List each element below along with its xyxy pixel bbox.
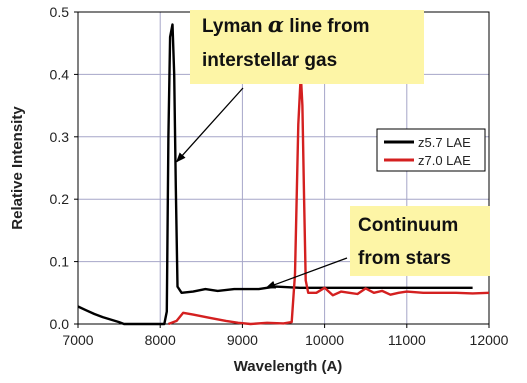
annotation-text-part: Lyman — [202, 16, 268, 37]
annotation-text-line: Continuum — [358, 215, 458, 236]
annotations: Lyman α line from interstellar gas Continu… — [175, 10, 490, 289]
x-tick-label: 11000 — [388, 332, 426, 348]
annotation-arrow — [175, 87, 244, 163]
annotation-lyman: Lyman α line from interstellar gas — [175, 10, 424, 163]
annotation-text-part: Continuum — [358, 215, 458, 236]
legend-box — [376, 128, 486, 172]
y-tick-label: 0.3 — [50, 129, 70, 145]
annotation-arrow — [265, 257, 348, 289]
y-axis-title: Relative Intensity — [9, 106, 26, 230]
annotation-text-part: from stars — [358, 248, 451, 269]
annotation-box — [350, 206, 490, 276]
y-tick-label: 0.5 — [50, 4, 70, 20]
y-tick-label: 0.4 — [50, 66, 70, 82]
x-tick-label: 12000 — [470, 332, 509, 348]
x-tick-label: 10000 — [305, 332, 344, 348]
annotation-text-part: interstellar gas — [202, 50, 337, 71]
y-tick-label: 0.1 — [50, 254, 70, 270]
series-lines — [77, 23, 490, 326]
x-tick-label: 8000 — [145, 332, 176, 348]
annotation-text-line: from stars — [358, 248, 451, 269]
x-axis-title: Wavelength (A) — [234, 358, 343, 375]
annotation-text-part: line from — [284, 16, 370, 37]
legend-label-z5.7: z5.7 LAE — [418, 135, 471, 150]
tick-labels: 7000 8000 9000 10000 11000 12000 0.0 0.1 0.2 0.3 0… — [50, 4, 509, 348]
annotation-continuum: Continuum from stars — [265, 206, 490, 289]
legend-label-z7.0: z7.0 LAE — [418, 153, 471, 168]
x-tick-label: 7000 — [62, 332, 93, 348]
annotation-text-line: Lyman α line from — [202, 12, 370, 37]
legend: z5.7 LAE z7.0 LAE — [376, 128, 486, 172]
y-tick-label: 0.0 — [50, 316, 70, 332]
greek-alpha: α — [268, 12, 284, 37]
y-tick-label: 0.2 — [50, 191, 70, 207]
x-tick-label: 9000 — [227, 332, 258, 348]
series-line-z5.7-LAE — [77, 23, 473, 326]
annotation-text-line: interstellar gas — [202, 50, 337, 71]
series-line-z7.0-LAE — [167, 73, 490, 326]
annotation-box — [190, 10, 424, 84]
